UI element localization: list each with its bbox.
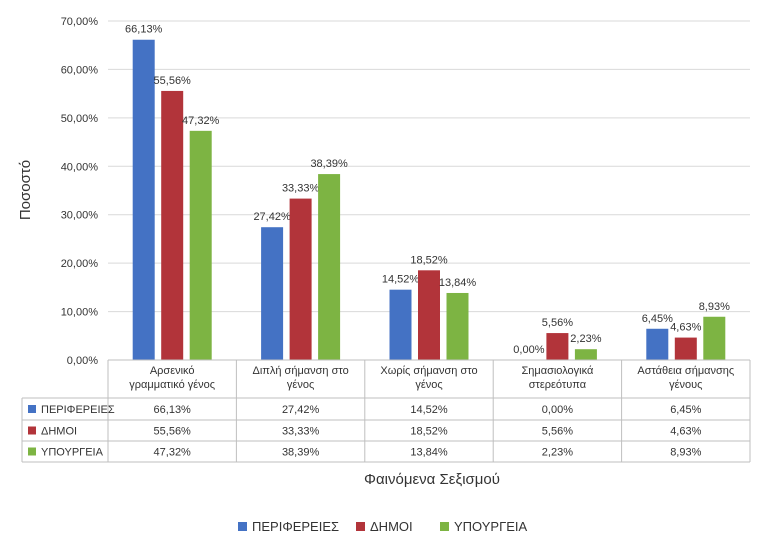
y-tick-label: 10,00% — [61, 307, 99, 319]
data-label: 5,56% — [542, 317, 573, 329]
data-label: 33,33% — [282, 183, 320, 195]
legend-key — [440, 522, 449, 531]
table-value: 0,00% — [542, 404, 573, 416]
bar — [318, 174, 341, 360]
table-value: 4,63% — [670, 426, 701, 438]
table-value: 27,42% — [282, 404, 320, 416]
y-tick-label: 0,00% — [67, 355, 98, 367]
bar — [289, 198, 312, 360]
bar — [546, 333, 569, 360]
y-tick-label: 50,00% — [61, 113, 99, 125]
table-legend-key — [28, 405, 36, 413]
bar — [646, 328, 669, 360]
y-tick-label: 60,00% — [61, 64, 99, 76]
bar — [418, 270, 440, 360]
table-value: 33,33% — [282, 426, 320, 438]
table-value: 38,39% — [282, 447, 320, 459]
table-series-name: ΠΕΡΙΦΕΡΕΙΕΣ — [41, 404, 115, 416]
table-value: 55,56% — [154, 426, 192, 438]
table-legend-key — [28, 447, 36, 456]
y-tick-label: 70,00% — [61, 16, 99, 28]
bar — [132, 39, 155, 361]
category-label: Αστάθεια σήμανσης — [637, 365, 734, 377]
data-label: 2,23% — [570, 333, 601, 345]
table-value: 5,56% — [542, 426, 573, 438]
y-tick-label: 20,00% — [61, 258, 99, 270]
y-axis-title: Ποσοστό — [17, 160, 34, 220]
category-label: Αρσενικό — [150, 365, 195, 377]
category-label: στερεότυπα — [529, 379, 587, 391]
data-label: 8,93% — [699, 301, 730, 313]
data-label: 0,00% — [513, 344, 544, 356]
bar — [389, 289, 412, 360]
table-value: 47,32% — [154, 447, 192, 459]
data-label: 18,52% — [410, 254, 448, 266]
data-label: 4,63% — [670, 322, 701, 334]
data-label: 6,45% — [642, 313, 673, 325]
data-label: 55,56% — [154, 75, 192, 87]
bar — [703, 316, 726, 360]
table-series-name: ΥΠΟΥΡΓΕΙΑ — [41, 447, 104, 459]
legend-key — [238, 522, 247, 531]
data-label: 27,42% — [253, 211, 291, 223]
y-tick-label: 40,00% — [61, 161, 99, 173]
bar — [446, 292, 469, 360]
x-axis-title: Φαινόμενα Σεξισμού — [364, 471, 500, 488]
legend-label: ΥΠΟΥΡΓΕΙΑ — [454, 519, 528, 534]
table-value: 13,84% — [410, 447, 448, 459]
legend-key — [356, 522, 365, 531]
data-label: 13,84% — [439, 277, 477, 289]
category-label: γένος — [287, 379, 314, 391]
category-label: Σημασιολογικά — [521, 365, 594, 377]
legend-label: ΔΗΜΟΙ — [370, 519, 413, 534]
table-value: 2,23% — [542, 447, 573, 459]
data-label: 38,39% — [310, 158, 348, 170]
y-tick-label: 30,00% — [61, 210, 99, 222]
category-label: γραμματικό γένος — [129, 379, 215, 391]
table-value: 66,13% — [154, 404, 192, 416]
category-label: γένος — [415, 379, 442, 391]
bar — [189, 130, 212, 360]
legend-label: ΠΕΡΙΦΕΡΕΙΕΣ — [252, 519, 339, 534]
bar — [574, 349, 597, 360]
data-label: 14,52% — [382, 274, 420, 286]
table-value: 6,45% — [670, 404, 701, 416]
table-value: 14,52% — [410, 404, 448, 416]
table-series-name: ΔΗΜΟΙ — [41, 426, 77, 438]
bar — [674, 337, 697, 360]
table-legend-key — [28, 426, 36, 435]
category-label: Χωρίς σήμανση στο — [380, 365, 477, 377]
category-label: γένους — [669, 379, 702, 391]
table-value: 8,93% — [670, 447, 701, 459]
bar — [161, 90, 184, 361]
data-label: 66,13% — [125, 24, 163, 36]
bar — [261, 227, 284, 360]
category-label: Διπλή σήμανση στο — [252, 365, 348, 377]
data-label: 47,32% — [182, 115, 220, 127]
table-value: 18,52% — [410, 426, 448, 438]
